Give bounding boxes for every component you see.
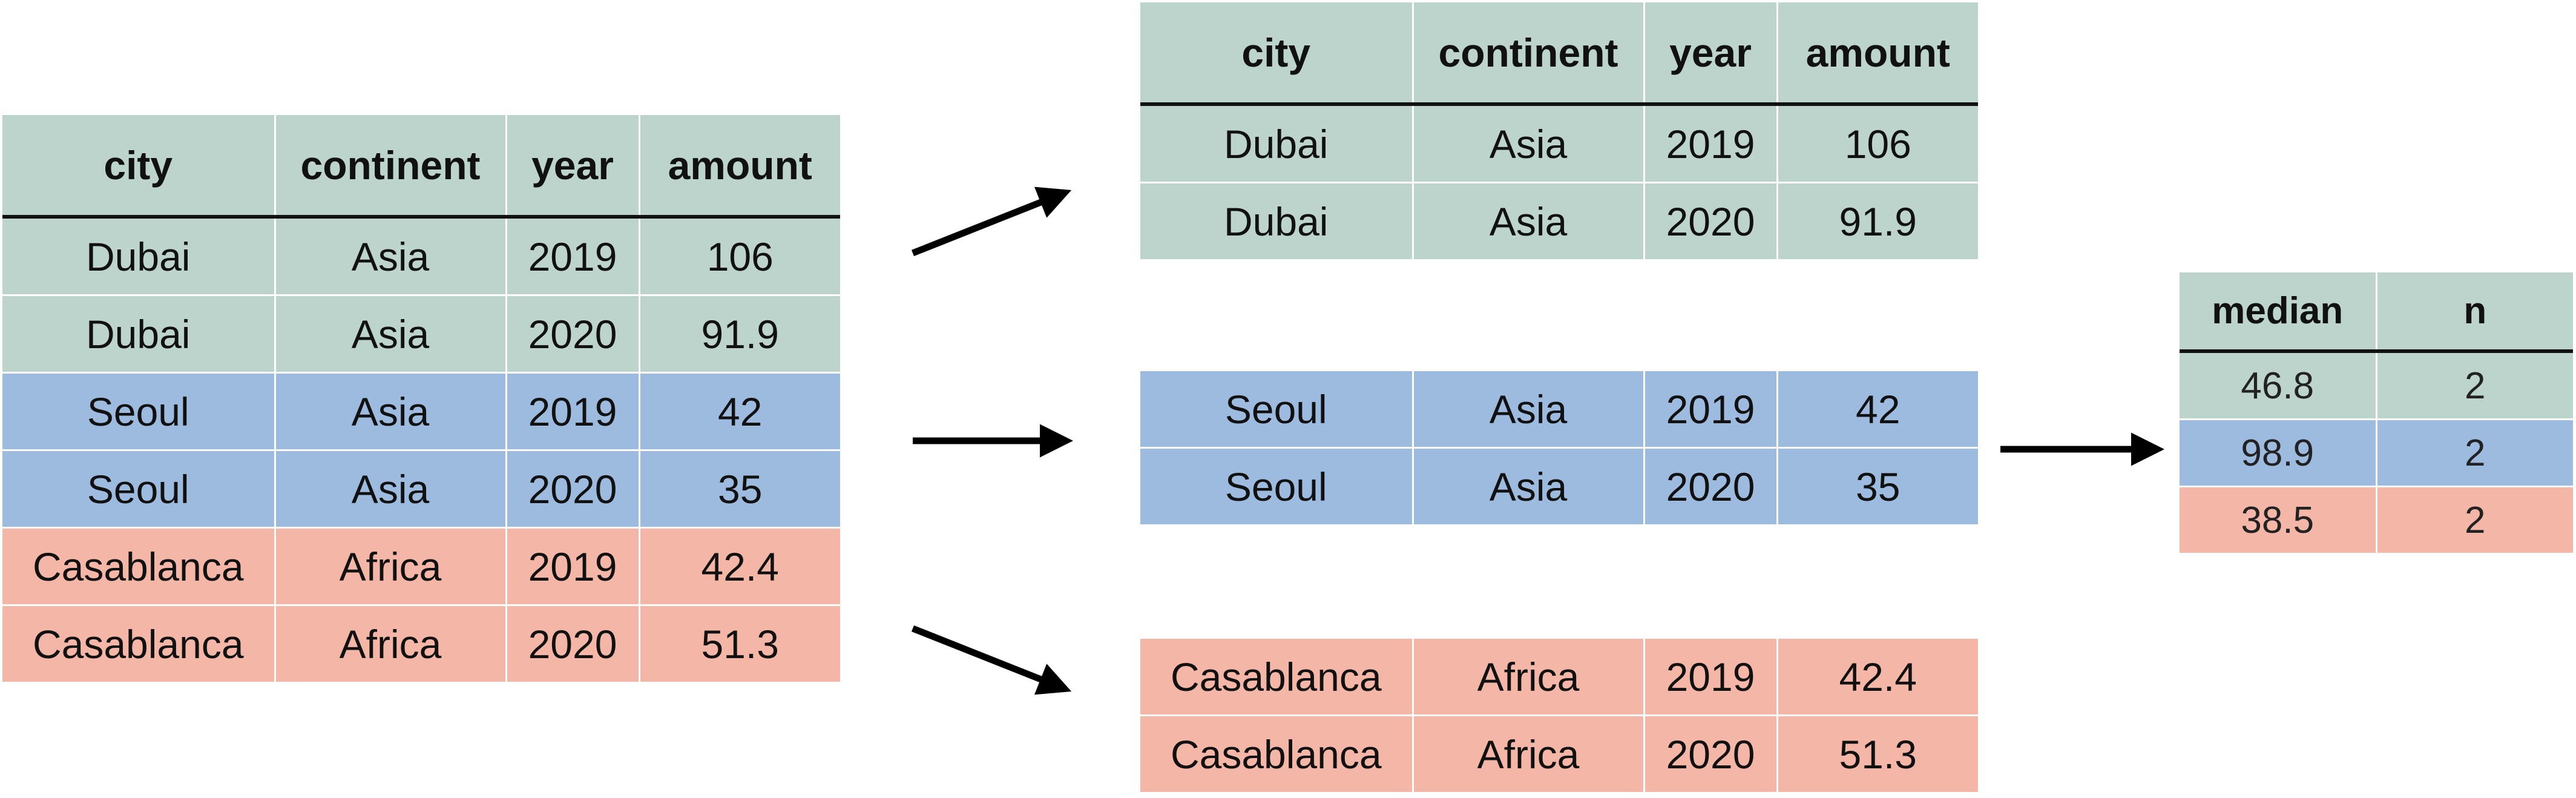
cell-n: 2 (2376, 351, 2573, 420)
cell-amount: 42.4 (1777, 639, 1978, 716)
cell-year: 2019 (506, 372, 640, 451)
cell-amount: 42 (639, 372, 840, 451)
cell-amount: 91.9 (1777, 182, 1978, 259)
cell-continent: Asia (1413, 371, 1645, 449)
cell-amount: 35 (1777, 447, 1978, 524)
summary-table: median n 46.8 2 98.9 2 38.5 2 (2180, 272, 2573, 553)
cell-city: Dubai (2, 217, 276, 296)
cell-city: Casablanca (1140, 639, 1414, 716)
table-row: 38.5 2 (2180, 486, 2573, 553)
table-row: Casablanca Africa 2019 42.4 (2, 527, 840, 606)
cell-city: Casablanca (2, 527, 276, 606)
header-amount: amount (639, 115, 840, 219)
header-amount: amount (1777, 2, 1978, 106)
cell-city: Seoul (1140, 447, 1414, 524)
cell-continent: Asia (1413, 447, 1645, 524)
group-header-row: city continent year amount (1140, 2, 1978, 106)
header-city: city (2, 115, 276, 219)
group-table-casablanca: Casablanca Africa 2019 42.4 Casablanca A… (1140, 639, 1978, 792)
cell-continent: Asia (275, 450, 507, 529)
cell-city: Seoul (2, 372, 276, 451)
input-table: city continent year amount Dubai Asia 20… (2, 115, 840, 682)
cell-city: Casablanca (1140, 715, 1414, 792)
cell-city: Casablanca (2, 605, 276, 682)
cell-year: 2020 (1644, 447, 1778, 524)
cell-continent: Asia (275, 295, 507, 374)
cell-city: Seoul (1140, 371, 1414, 449)
cell-year: 2019 (506, 217, 640, 296)
cell-median: 46.8 (2180, 351, 2377, 420)
cell-year: 2020 (506, 295, 640, 374)
cell-year: 2019 (1644, 639, 1778, 716)
table-row: Dubai Asia 2019 106 (2, 217, 840, 296)
table-row: Seoul Asia 2020 35 (1140, 447, 1978, 524)
cell-city: Dubai (2, 295, 276, 374)
cell-median: 98.9 (2180, 419, 2377, 487)
cell-continent: Africa (1413, 639, 1645, 716)
cell-continent: Africa (275, 605, 507, 682)
group-table-seoul: Seoul Asia 2019 42 Seoul Asia 2020 35 (1140, 371, 1978, 524)
cell-year: 2019 (506, 527, 640, 606)
header-continent: continent (1413, 2, 1645, 106)
cell-city: Dubai (1140, 104, 1414, 183)
cell-continent: Africa (275, 527, 507, 606)
cell-year: 2020 (506, 605, 640, 682)
input-header-row: city continent year amount (2, 115, 840, 219)
table-row: Casablanca Africa 2019 42.4 (1140, 639, 1978, 716)
header-city: city (1140, 2, 1414, 106)
cell-n: 2 (2376, 419, 2573, 487)
table-row: Dubai Asia 2019 106 (1140, 104, 1978, 183)
table-row: Seoul Asia 2019 42 (1140, 371, 1978, 449)
cell-amount: 35 (639, 450, 840, 529)
cell-amount: 106 (639, 217, 840, 296)
header-year: year (1644, 2, 1778, 106)
cell-amount: 51.3 (1777, 715, 1978, 792)
cell-amount: 51.3 (639, 605, 840, 682)
cell-year: 2020 (1644, 715, 1778, 792)
table-row: Dubai Asia 2020 91.9 (2, 295, 840, 374)
cell-year: 2019 (1644, 104, 1778, 183)
cell-continent: Asia (275, 217, 507, 296)
table-row: Seoul Asia 2020 35 (2, 450, 840, 529)
summary-header-row: median n (2180, 272, 2573, 353)
cell-continent: Africa (1413, 715, 1645, 792)
cell-amount: 42.4 (639, 527, 840, 606)
table-row: 46.8 2 (2180, 351, 2573, 420)
cell-amount: 91.9 (639, 295, 840, 374)
table-row: Casablanca Africa 2020 51.3 (1140, 715, 1978, 792)
table-row: Seoul Asia 2019 42 (2, 372, 840, 451)
cell-year: 2020 (1644, 182, 1778, 259)
cell-continent: Asia (1413, 104, 1645, 183)
cell-amount: 42 (1777, 371, 1978, 449)
header-median: median (2180, 272, 2377, 353)
table-row: Dubai Asia 2020 91.9 (1140, 182, 1978, 259)
cell-year: 2020 (506, 450, 640, 529)
cell-city: Dubai (1140, 182, 1414, 259)
arrow-to-casablanca-group (911, 625, 1072, 695)
header-year: year (506, 115, 640, 219)
table-row: Casablanca Africa 2020 51.3 (2, 605, 840, 682)
cell-year: 2019 (1644, 371, 1778, 449)
cell-continent: Asia (1413, 182, 1645, 259)
cell-amount: 106 (1777, 104, 1978, 183)
cell-city: Seoul (2, 450, 276, 529)
arrow-to-dubai-group (911, 186, 1072, 257)
cell-median: 38.5 (2180, 486, 2377, 553)
cell-n: 2 (2376, 486, 2573, 553)
table-row: 98.9 2 (2180, 419, 2573, 487)
header-n: n (2376, 272, 2573, 353)
header-continent: continent (275, 115, 507, 219)
cell-continent: Asia (275, 372, 507, 451)
group-table-dubai: city continent year amount Dubai Asia 20… (1140, 2, 1978, 259)
